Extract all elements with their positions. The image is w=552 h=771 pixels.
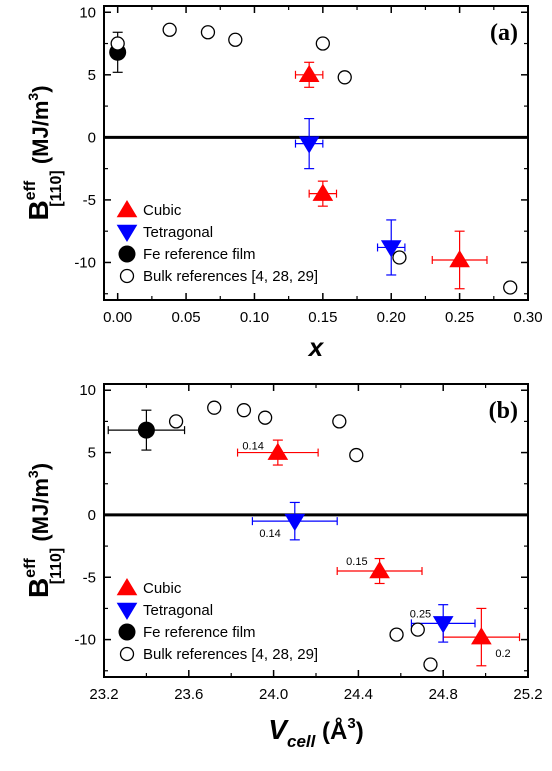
x-tick-label: 0.15 [308,309,337,326]
legend-marker [116,200,138,218]
series-cubic [294,61,488,290]
point-annotation: 0.14 [259,528,280,540]
series-fe [107,409,186,451]
data-point [432,616,454,634]
series-bulk [168,400,438,672]
y-tick-label: 10 [79,4,96,21]
data-point [312,183,334,201]
data-point [337,70,352,85]
data-point [503,280,518,295]
x-axis-label: x [307,332,325,362]
x-tick-label: 0.00 [103,309,132,326]
data-point [410,622,425,637]
data-point [298,136,320,154]
legend-marker [118,245,136,263]
data-point [236,403,252,418]
legend-marker [116,224,138,242]
data-point [380,240,402,258]
point-annotation: 0.25 [410,608,431,620]
data-point [162,22,177,37]
y-tick-label: 10 [79,382,96,399]
series-bulk [110,22,518,295]
y-tick-label: 0 [88,507,96,524]
data-point [298,64,320,83]
data-point [267,442,289,460]
legend-label: Bulk references [4, 28, 29] [143,646,318,663]
legend-label: Fe reference film [143,246,256,263]
legend-label: Tetragonal [143,224,213,241]
x-tick-label: 23.2 [89,686,118,703]
y-tick-label: 5 [88,445,96,462]
plot-frame [103,5,529,301]
legend-marker [119,646,135,662]
y-axis-label: Beff [110] (MJ/m3) [22,85,65,220]
y-tick-label: -5 [83,192,96,209]
data-point [349,447,364,463]
y-tick-label: 5 [88,67,96,84]
y-tick-label: 0 [88,129,96,146]
x-tick-label: 23.6 [174,686,203,703]
data-point [228,32,243,47]
data-point [369,561,390,579]
y-tick-label: -5 [83,569,96,586]
x-tick-label: 0.05 [171,309,200,326]
panel-label: (a) [490,20,518,46]
x-axis-label: Vcell (Å3) [268,714,363,751]
data-point [207,400,222,415]
series-cubic: 0.14 0.15 0.2 [236,439,521,667]
data-point [168,414,184,429]
y-axis-label: Beff [110] (MJ/m3) [22,463,65,598]
data-point [332,414,347,429]
data-point [137,421,155,439]
x-tick-label: 0.10 [240,309,269,326]
x-tick-label: 0.25 [445,309,474,326]
x-tick-label: 0.30 [513,309,542,326]
legend-marker [116,578,138,596]
point-annotation: 0.15 [346,556,367,568]
data-point [110,36,125,51]
y-tick-label: -10 [74,254,96,271]
data-point [471,627,492,645]
chart-panel-a: 0.00 0.05 0.10 0.15 0.20 0.25 0.30 -10 -5 0 5 10 (a)… [22,4,543,362]
x-tick-label: 24.4 [344,686,373,703]
data-point [449,249,470,268]
legend-label: Fe reference film [143,624,256,641]
data-point [257,410,273,425]
data-point [315,36,330,51]
y-tick-label: -10 [74,632,96,649]
x-tick-label: 24.8 [429,686,458,703]
data-point [392,250,407,265]
legend-marker [116,602,138,620]
legend-marker [118,623,136,641]
legend-label: Tetragonal [143,602,213,619]
legend-label: Bulk references [4, 28, 29] [143,268,318,285]
legend-label: Cubic [143,580,182,597]
data-point [284,513,306,532]
x-tick-label: 24.0 [259,686,288,703]
data-point [389,627,404,642]
x-tick-label: 25.2 [513,686,542,703]
legend-label: Cubic [143,202,182,219]
legend: Cubic Tetragonal Fe reference film Bulk ref… [116,578,318,663]
x-tick-label: 0.20 [377,309,406,326]
series-tetragonal [294,117,406,276]
legend: Cubic Tetragonal Fe reference film Bulk ref… [116,200,318,285]
data-point [200,25,216,40]
point-annotation: 0.14 [242,441,263,453]
point-annotation: 0.2 [495,648,510,660]
data-point [423,657,438,672]
panel-label: (b) [489,398,518,424]
chart-panel-b: 23.2 23.6 24.0 24.4 24.8 25.2 -10 -5 0 5 10 (b) Beff… [22,382,543,751]
series-tetragonal: 0.14 0.25 [251,501,476,643]
legend-marker [119,268,135,284]
